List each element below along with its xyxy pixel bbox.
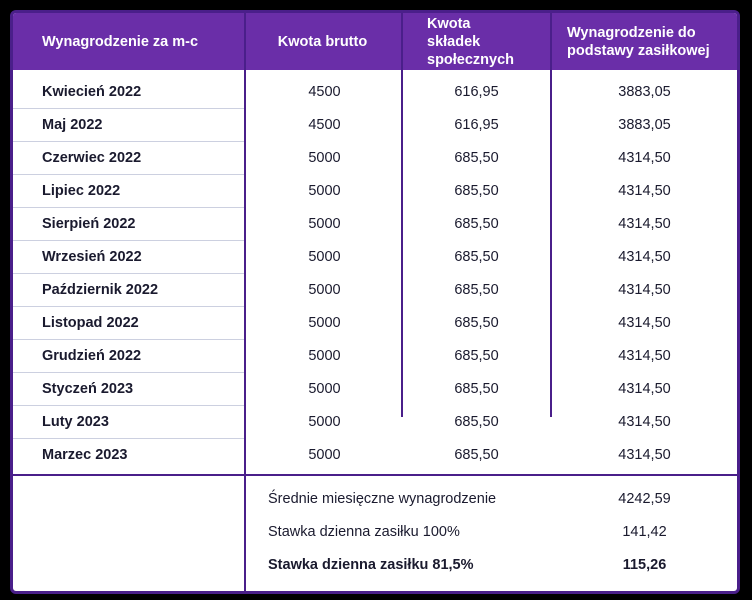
- contributions-cell: 685,50: [454, 281, 499, 298]
- header-gross: Kwota brutto: [277, 33, 368, 50]
- summary-label: Stawka dzienna zasiłku 81,5%: [268, 556, 474, 573]
- gross-cell: 5000: [308, 281, 341, 298]
- gross-cell: 5000: [308, 347, 341, 364]
- month-cell: Listopad 2022: [42, 314, 139, 331]
- summary-row-rate-100: Stawka dzienna zasiłku 100% 141,42: [246, 515, 737, 548]
- divider-col1: [244, 13, 246, 591]
- contributions-cell: 685,50: [454, 215, 499, 232]
- contributions-cell: 616,95: [454, 83, 499, 100]
- row-separator: [13, 273, 244, 274]
- header-benefit-base: Wynagrodzenie do podstawy zasiłkowej: [567, 24, 710, 59]
- table-row: Wrzesień 2022 5000 685,50 4314,50: [13, 240, 737, 273]
- table-row: Kwiecień 2022 4500 616,95 3883,05: [13, 75, 737, 108]
- gross-cell: 5000: [308, 182, 341, 199]
- row-separator: [13, 108, 244, 109]
- divider-col2: [401, 13, 403, 417]
- row-separator: [13, 438, 244, 439]
- table-row: Maj 2022 4500 616,95 3883,05: [13, 108, 737, 141]
- benefit-base-cell: 4314,50: [618, 446, 671, 463]
- summary-row-average: Średnie miesięczne wynagrodzenie 4242,59: [246, 482, 737, 515]
- gross-cell: 4500: [308, 83, 341, 100]
- row-separator: [13, 141, 244, 142]
- contributions-cell: 685,50: [454, 314, 499, 331]
- table-row: Sierpień 2022 5000 685,50 4314,50: [13, 207, 737, 240]
- table-row: Marzec 2023 5000 685,50 4314,50: [13, 438, 737, 471]
- month-cell: Październik 2022: [42, 281, 159, 298]
- row-separator: [13, 306, 244, 307]
- gross-cell: 5000: [308, 215, 341, 232]
- header-contributions: Kwota składek społecznych: [427, 15, 515, 68]
- month-cell: Sierpień 2022: [42, 215, 136, 232]
- table-row: Czerwiec 2022 5000 685,50 4314,50: [13, 141, 737, 174]
- gross-cell: 5000: [308, 413, 341, 430]
- summary-value: 141,42: [622, 523, 667, 540]
- month-cell: Styczeń 2023: [42, 380, 134, 397]
- table-header: Wynagrodzenie za m-c Kwota brutto Kwota …: [13, 13, 737, 70]
- salary-table-card: Wynagrodzenie za m-c Kwota brutto Kwota …: [10, 10, 740, 594]
- table-row: Listopad 2022 5000 685,50 4314,50: [13, 306, 737, 339]
- month-cell: Luty 2023: [42, 413, 109, 430]
- month-cell: Marzec 2023: [42, 446, 128, 463]
- month-cell: Kwiecień 2022: [42, 83, 142, 100]
- contributions-cell: 685,50: [454, 380, 499, 397]
- gross-cell: 5000: [308, 380, 341, 397]
- divider-col3: [550, 13, 552, 417]
- gross-cell: 5000: [308, 446, 341, 463]
- table-row: Luty 2023 5000 685,50 4314,50: [13, 405, 737, 438]
- row-separator: [13, 174, 244, 175]
- contributions-cell: 616,95: [454, 116, 499, 133]
- benefit-base-cell: 4314,50: [618, 413, 671, 430]
- month-cell: Czerwiec 2022: [42, 149, 142, 166]
- month-cell: Maj 2022: [42, 116, 103, 133]
- gross-cell: 5000: [308, 314, 341, 331]
- header-month: Wynagrodzenie za m-c: [42, 33, 199, 50]
- gross-cell: 4500: [308, 116, 341, 133]
- benefit-base-cell: 4314,50: [618, 281, 671, 298]
- month-cell: Wrzesień 2022: [42, 248, 142, 265]
- table-row: Lipiec 2022 5000 685,50 4314,50: [13, 174, 737, 207]
- summary-divider: [13, 474, 737, 476]
- summary-value: 4242,59: [618, 490, 671, 507]
- contributions-cell: 685,50: [454, 446, 499, 463]
- contributions-cell: 685,50: [454, 248, 499, 265]
- summary-value: 115,26: [622, 556, 667, 573]
- contributions-cell: 685,50: [454, 149, 499, 166]
- table-row: Grudzień 2022 5000 685,50 4314,50: [13, 339, 737, 372]
- gross-cell: 5000: [308, 248, 341, 265]
- benefit-base-cell: 3883,05: [618, 83, 671, 100]
- benefit-base-cell: 3883,05: [618, 116, 671, 133]
- benefit-base-cell: 4314,50: [618, 314, 671, 331]
- table-row: Styczeń 2023 5000 685,50 4314,50: [13, 372, 737, 405]
- summary-label: Stawka dzienna zasiłku 100%: [268, 523, 460, 540]
- contributions-cell: 685,50: [454, 413, 499, 430]
- benefit-base-cell: 4314,50: [618, 248, 671, 265]
- row-separator: [13, 372, 244, 373]
- month-cell: Lipiec 2022: [42, 182, 121, 199]
- contributions-cell: 685,50: [454, 182, 499, 199]
- month-cell: Grudzień 2022: [42, 347, 142, 364]
- row-separator: [13, 207, 244, 208]
- row-separator: [13, 240, 244, 241]
- row-separator: [13, 339, 244, 340]
- benefit-base-cell: 4314,50: [618, 149, 671, 166]
- benefit-base-cell: 4314,50: [618, 347, 671, 364]
- row-separator: [13, 405, 244, 406]
- summary-row-rate-815: Stawka dzienna zasiłku 81,5% 115,26: [246, 548, 737, 581]
- gross-cell: 5000: [308, 149, 341, 166]
- summary-label: Średnie miesięczne wynagrodzenie: [268, 490, 497, 507]
- contributions-cell: 685,50: [454, 347, 499, 364]
- benefit-base-cell: 4314,50: [618, 182, 671, 199]
- table-row: Październik 2022 5000 685,50 4314,50: [13, 273, 737, 306]
- benefit-base-cell: 4314,50: [618, 215, 671, 232]
- benefit-base-cell: 4314,50: [618, 380, 671, 397]
